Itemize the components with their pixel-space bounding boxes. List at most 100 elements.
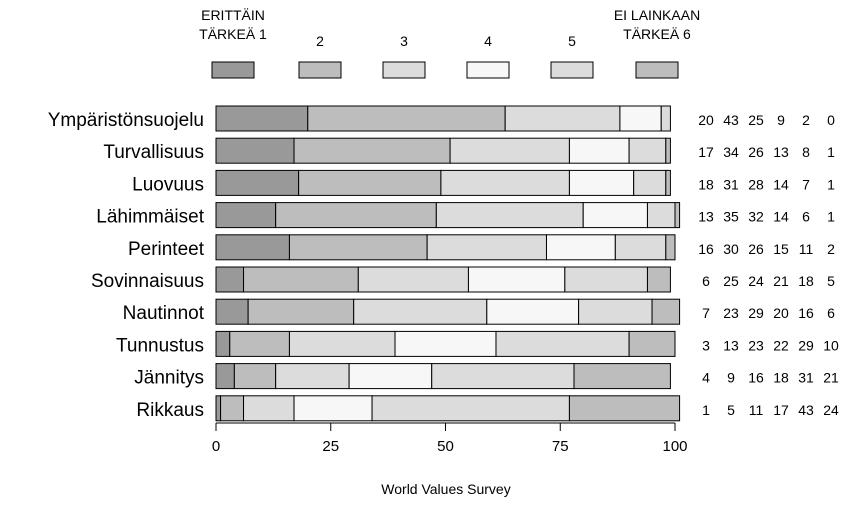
- value-label: 2: [827, 241, 835, 257]
- value-label: 43: [798, 402, 814, 418]
- value-label: 20: [773, 305, 789, 321]
- bar-segment: [435, 202, 584, 229]
- value-label: 21: [773, 273, 789, 289]
- value-label: 8: [802, 144, 810, 160]
- bar-segment: [243, 395, 295, 422]
- value-label: 5: [827, 273, 835, 289]
- bar-segment: [628, 330, 676, 357]
- value-label: 29: [748, 305, 764, 321]
- value-label: 16: [698, 241, 714, 257]
- bar-segment: [243, 266, 359, 293]
- value-label: 25: [723, 273, 739, 289]
- value-label: 28: [748, 176, 764, 192]
- value-label: 24: [823, 402, 839, 418]
- bar-segment: [573, 363, 671, 390]
- bar-segment: [220, 395, 245, 422]
- value-label: 1: [827, 144, 835, 160]
- category-label: Jännitys: [134, 368, 204, 389]
- value-label: 43: [723, 112, 739, 128]
- value-label: 11: [749, 402, 764, 418]
- value-label: 6: [827, 305, 835, 321]
- bar-segment: [660, 105, 671, 132]
- x-tick-label: 25: [322, 438, 339, 455]
- value-label: 30: [723, 241, 739, 257]
- bar-segment: [614, 234, 667, 261]
- legend-label: 3: [400, 33, 408, 49]
- bar-segment: [674, 202, 681, 229]
- legend: ERITTÄIN TÄRKEÄ 1 2 3 4 5 EI LAINKAAN TÄRKEÄ 6: [199, 7, 700, 79]
- legend-swatch: [382, 61, 426, 79]
- bar-segment: [215, 137, 295, 164]
- value-label: 22: [773, 337, 789, 353]
- legend-label: 2: [316, 33, 324, 49]
- legend-label: EI LAINKAAN: [614, 7, 700, 23]
- bar-segment: [247, 298, 355, 325]
- value-label: 17: [773, 402, 789, 418]
- legend-label: 5: [568, 33, 576, 49]
- value-label: 3: [702, 337, 710, 353]
- value-label: 18: [798, 273, 814, 289]
- value-label: 11: [799, 241, 814, 257]
- bar-segment: [651, 298, 681, 325]
- bar-segment: [288, 330, 396, 357]
- bar-segment: [568, 395, 681, 422]
- bar-segment: [495, 330, 630, 357]
- bar-segment: [426, 234, 547, 261]
- value-label: 1: [827, 209, 835, 225]
- x-tick-label: 100: [662, 438, 687, 455]
- value-label: 9: [777, 112, 785, 128]
- bar-segment: [215, 298, 249, 325]
- bar-segment: [578, 298, 653, 325]
- value-label: 6: [802, 209, 810, 225]
- value-label: 24: [748, 273, 764, 289]
- legend-swatch: [635, 61, 679, 79]
- legend-label: TÄRKEÄ 6: [623, 26, 691, 42]
- bar-segment: [619, 105, 662, 132]
- bar-segment: [665, 137, 671, 164]
- value-label: 14: [773, 209, 789, 225]
- value-label: 18: [773, 370, 789, 386]
- value-label: 16: [798, 305, 814, 321]
- value-labels: 20 43 25 9 2 017 34 26 13 8 118 31 28 14 7 113 35 32 14 6 11…: [698, 112, 839, 418]
- bar-segment: [449, 137, 570, 164]
- bar-segment: [582, 202, 648, 229]
- category-label: Tunnustus: [116, 335, 204, 356]
- value-label: 35: [723, 209, 739, 225]
- bars: [215, 105, 681, 422]
- category-label: Lähimmäiset: [96, 207, 204, 228]
- bar-segment: [307, 105, 506, 132]
- bar-segment: [665, 169, 671, 196]
- bar-segment: [215, 105, 309, 132]
- value-label: 31: [723, 176, 739, 192]
- value-label: 20: [698, 112, 714, 128]
- category-label: Perinteet: [128, 239, 205, 260]
- bar-segment: [486, 298, 580, 325]
- value-label: 25: [748, 112, 764, 128]
- bar-segment: [568, 137, 630, 164]
- value-label: 17: [698, 144, 714, 160]
- bar-segment: [394, 330, 497, 357]
- value-label: 23: [723, 305, 739, 321]
- value-label: 14: [773, 176, 789, 192]
- value-label: 31: [798, 370, 814, 386]
- category-labels: Ympäristönsuojelu Turvallisuus Luovuus Lähi…: [48, 110, 205, 421]
- x-tick-label: 75: [552, 438, 569, 455]
- x-tick-label: 0: [212, 438, 220, 455]
- legend-swatch: [211, 61, 255, 79]
- x-tick-label: 50: [437, 438, 454, 455]
- value-label: 26: [748, 144, 764, 160]
- bar-segment: [568, 169, 635, 196]
- bar-segment: [357, 266, 469, 293]
- category-label: Nautinnot: [123, 303, 205, 324]
- value-label: 26: [748, 241, 764, 257]
- value-label: 15: [773, 241, 789, 257]
- value-label: 23: [748, 337, 764, 353]
- bar-segment: [298, 169, 442, 196]
- legend-label: 4: [484, 33, 492, 49]
- x-axis: 0 25 50 75 100: [212, 422, 688, 455]
- bar-segment: [467, 266, 566, 293]
- bar-segment: [293, 395, 373, 422]
- category-label: Sovinnaisuus: [91, 271, 204, 292]
- bar-segment: [665, 234, 676, 261]
